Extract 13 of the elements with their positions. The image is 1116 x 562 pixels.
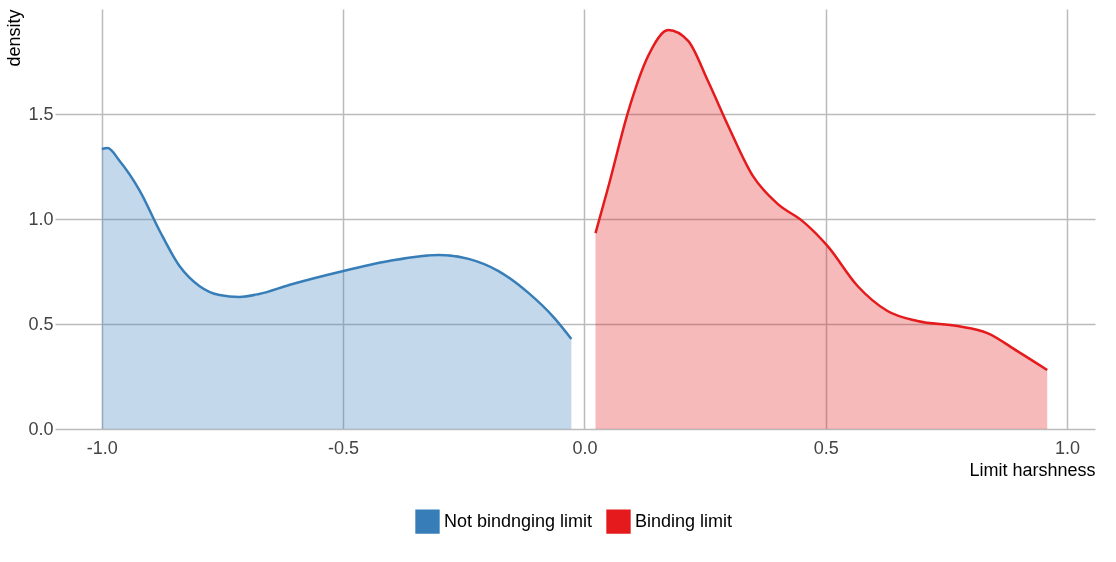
x-tick-label: 0.5 (813, 437, 839, 458)
y-tick-label: 1.0 (28, 208, 54, 229)
x-tick-label: -1.0 (86, 437, 118, 458)
legend-label: Not bindnging limit (444, 510, 593, 531)
y-tick-label: 0.5 (28, 313, 54, 334)
y-tick-label: 0.0 (28, 418, 54, 439)
x-tick-label: 1.0 (1054, 437, 1081, 458)
legend-label: Binding limit (635, 510, 733, 531)
y-tick-label: 1.5 (28, 103, 54, 124)
y-axis-title: density (4, 9, 25, 67)
x-tick-label: 0.0 (572, 437, 598, 458)
x-axis-title: Limit harshness (969, 459, 1096, 480)
x-tick-label: -0.5 (328, 437, 360, 458)
